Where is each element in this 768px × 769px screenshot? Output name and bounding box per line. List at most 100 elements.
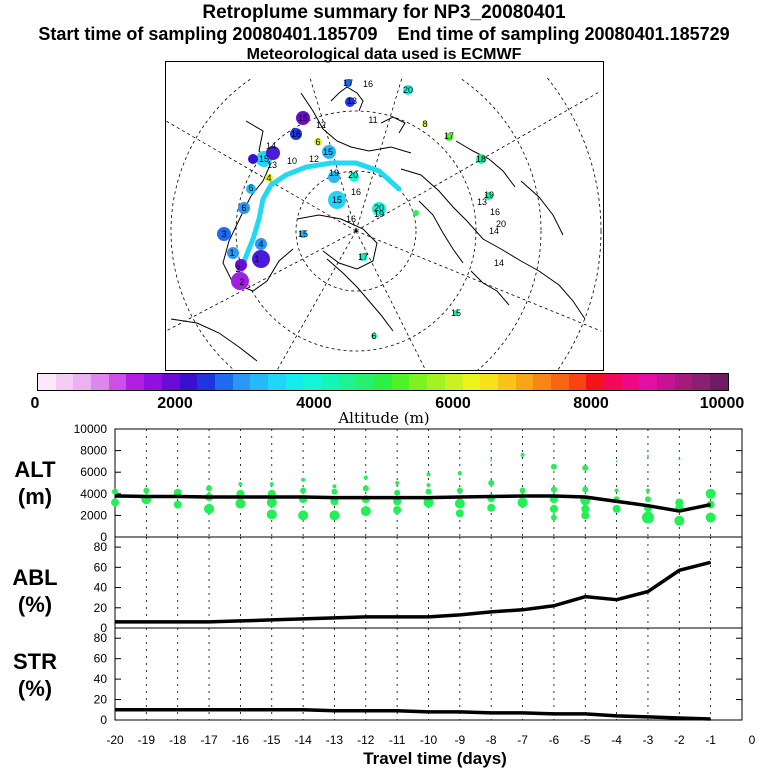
colorbar-swatch [179, 374, 198, 390]
altitude-scatter-point [705, 488, 716, 499]
map-label: 16 [351, 187, 361, 197]
altitude-scatter-point [331, 488, 338, 495]
colorbar-swatch [692, 374, 711, 390]
colorbar-swatch [197, 374, 215, 390]
altitude-scatter-point [267, 489, 276, 498]
map-label: 15 [259, 154, 269, 164]
map-label: 3 [221, 229, 226, 239]
map-label: 15 [332, 195, 342, 205]
colorbar-swatch [657, 374, 675, 390]
map-label: 16 [490, 207, 500, 217]
altitude-scatter-point [236, 489, 245, 498]
altitude-scatter-point [705, 512, 716, 523]
altitude-scatter-point [141, 494, 152, 505]
map-label: 11 [368, 115, 377, 125]
colorbar-swatch [144, 374, 162, 390]
altitude-scatter-point [299, 495, 308, 504]
x-axis-title: Travel time (days) [363, 749, 507, 768]
colorbar-tick: 8000 [573, 395, 609, 412]
abl-series-line [115, 560, 712, 624]
map-label: 15 [298, 229, 308, 239]
altitude-scatter-point [581, 504, 590, 513]
altitude-scatter-point [393, 506, 402, 514]
altitude-scatter-point [205, 493, 214, 502]
y-tick-label: 60 [94, 560, 108, 574]
map-label: 2 [239, 277, 244, 287]
altitude-scatter-point [582, 464, 589, 471]
x-tick-label: -17 [200, 733, 218, 747]
altitude-scatter-point [300, 487, 307, 494]
map-label: 20 [403, 85, 413, 95]
x-tick-label: -14 [294, 733, 312, 747]
y-tick-label: 6000 [80, 465, 107, 479]
colorbar-swatch [55, 374, 74, 390]
y-tick-label: 0 [100, 713, 107, 727]
x-tick-label: -20 [106, 733, 124, 747]
y-tick-label: 60 [94, 652, 108, 666]
altitude-scatter-point [329, 510, 340, 521]
altitude-scatter-point [644, 496, 651, 503]
altitude-scatter-point [517, 497, 528, 508]
map-label: 1 [254, 254, 259, 264]
x-tick-label: -11 [389, 733, 406, 747]
map-label: 6 [248, 183, 253, 193]
altitude-scatter-point [490, 459, 493, 462]
x-tick-label: -6 [549, 733, 560, 747]
x-tick-label: -5 [580, 733, 591, 747]
altitude-scatter-point [675, 498, 684, 507]
altitude-scatter-point [394, 489, 401, 496]
map-label: 4 [266, 173, 271, 183]
abl-panel: 0 20 40 60 80 [94, 536, 743, 635]
altitude-scatter-point [580, 495, 591, 506]
map-label: 12 [309, 154, 319, 164]
altitude-scatter-point [488, 480, 495, 486]
altitude-scatter-point [112, 488, 118, 495]
colorbar-title: Altitude (m) [338, 409, 430, 427]
altitude-scatter-point [678, 458, 681, 461]
colorbar [37, 373, 729, 391]
map-label: 10 [287, 156, 297, 166]
x-tick-label: -13 [326, 733, 344, 747]
altitude-scatter-point [550, 463, 557, 470]
colorbar-tick: 4000 [296, 395, 332, 412]
str-series-line [115, 708, 711, 721]
map-label: 19 [484, 190, 494, 200]
altitude-scatter-point [426, 472, 431, 477]
altitude-scatter-point [266, 497, 277, 508]
x-tick-label: -4 [611, 733, 622, 747]
y-tick-label: 4000 [80, 487, 107, 501]
str-panel-label-text: STR (%) [13, 649, 57, 701]
altitude-scatter-point [173, 500, 182, 509]
map-label: 6 [241, 203, 246, 213]
colorbar-tick: 2000 [157, 395, 193, 412]
x-tick-label: 0 [749, 733, 756, 747]
colorbar-swatch [515, 374, 534, 390]
altitude-scatter-point [487, 494, 496, 503]
colorbar-swatch [497, 374, 516, 390]
altitude-scatter-point [363, 475, 368, 480]
colorbar-swatch [303, 374, 321, 390]
altitude-scatter-point [550, 514, 557, 521]
altitude-scatter-point [549, 495, 558, 504]
colorbar-swatch [356, 374, 375, 390]
x-tick-label: -8 [486, 733, 497, 747]
map-label: 17 [343, 78, 353, 88]
map-label: 4 [258, 239, 263, 249]
map-label: 12 [316, 120, 326, 130]
colorbar-swatch [91, 374, 109, 390]
x-tick-label: -16 [232, 733, 250, 747]
altitude-scatter-point [675, 503, 684, 512]
x-tick-label: -10 [420, 733, 438, 747]
colorbar-swatch [462, 374, 481, 390]
altitude-scatter-point [143, 487, 150, 494]
map-label: 19 [374, 209, 384, 219]
altitude-scatter-point [266, 509, 277, 520]
str-frame [114, 627, 743, 721]
map-label: 15 [451, 308, 461, 318]
colorbar-swatch [391, 374, 410, 390]
altitude-scatter-point [550, 486, 557, 493]
map-label: 14 [494, 258, 504, 268]
colorbar-tick: 0 [30, 395, 40, 412]
